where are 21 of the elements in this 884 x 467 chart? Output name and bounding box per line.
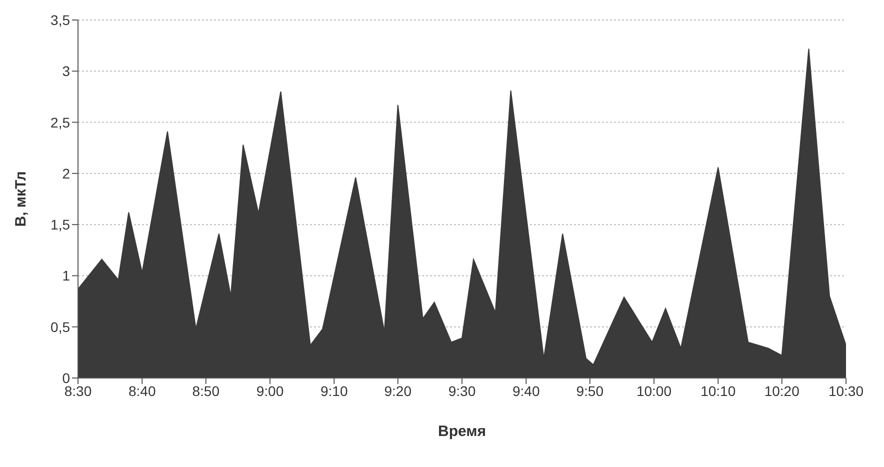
x-tick-label: 10:00: [636, 382, 672, 399]
x-tick-label: 8:40: [128, 382, 156, 399]
y-tick-label: 1: [62, 268, 70, 284]
x-tick-label: 10:30: [828, 382, 864, 399]
x-tick-label: 9:50: [576, 382, 604, 399]
y-tick-label: 2,5: [50, 114, 70, 130]
x-axis-title: Время: [438, 423, 486, 440]
x-tick-label: 9:10: [320, 382, 348, 399]
y-tick-label: 2: [62, 165, 70, 182]
x-tick-label: 9:30: [448, 382, 476, 399]
x-tick-label: 10:10: [700, 382, 736, 399]
y-axis-title: B, мкТл: [12, 171, 30, 227]
y-tick-label: 1,5: [50, 216, 70, 233]
y-tick-label: 3,5: [50, 12, 70, 28]
y-tick-label: 3: [62, 63, 70, 80]
x-tick-label: 9:00: [256, 382, 284, 399]
x-tick-label: 10:20: [764, 382, 800, 399]
x-tick-label: 9:40: [512, 382, 540, 399]
y-tick-label: 0,5: [50, 318, 70, 335]
x-tick-label: 9:20: [384, 382, 412, 399]
x-tick-label: 8:50: [192, 382, 220, 399]
